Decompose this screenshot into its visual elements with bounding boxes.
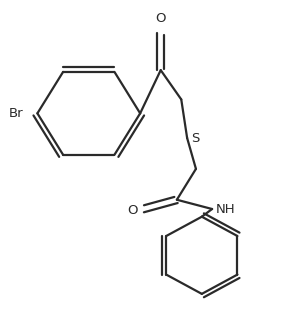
Text: O: O (127, 204, 138, 217)
Text: S: S (191, 131, 199, 144)
Text: NH: NH (216, 202, 235, 215)
Text: Br: Br (9, 107, 23, 120)
Text: O: O (155, 12, 166, 25)
